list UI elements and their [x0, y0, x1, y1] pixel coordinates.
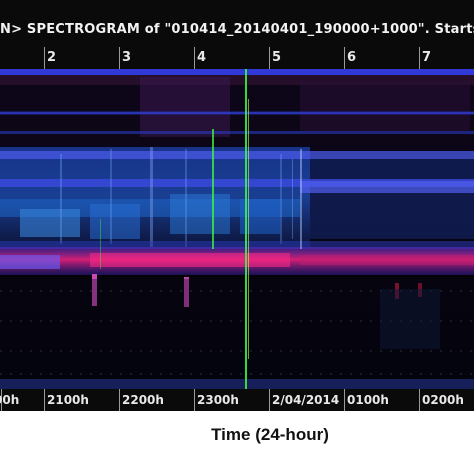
top-tick-line	[269, 47, 270, 69]
bottom-tick-label: 2100h	[47, 393, 89, 407]
top-tick-line	[419, 47, 420, 69]
bottom-tick-label: 0100h	[347, 393, 389, 407]
window-header: N> SPECTROGRAM of "010414_20140401_19000…	[0, 0, 474, 47]
spectrogram-title: N> SPECTROGRAM of "010414_20140401_19000…	[0, 22, 474, 37]
top-tick-line	[194, 47, 195, 69]
bottom-tick-line	[119, 389, 120, 411]
green-event-line	[245, 69, 247, 389]
top-tick-line	[119, 47, 120, 69]
bottom-tick-line	[1, 389, 2, 411]
bottom-tick-label: 2200h	[122, 393, 164, 407]
bottom-tick-line	[419, 389, 420, 411]
top-tick-line	[44, 47, 45, 69]
spectrogram-canvas	[0, 69, 474, 389]
top-time-ruler: 2 3 4 5 6 7	[0, 47, 474, 69]
top-tick-label: 6	[347, 50, 357, 65]
spectrogram-image	[0, 69, 474, 389]
bottom-tick-label: 2/04/2014	[272, 393, 340, 407]
bottom-tick-line	[344, 389, 345, 411]
bottom-tick-line	[194, 389, 195, 411]
green-event-line	[212, 129, 214, 249]
bottom-tick-line	[44, 389, 45, 411]
bottom-tick-label: 00h	[0, 393, 20, 407]
bottom-tick-line	[269, 389, 270, 411]
top-tick-label: 2	[47, 50, 57, 65]
bottom-time-ruler: 00h 2100h 2200h 2300h 2/04/2014 0100h 02…	[0, 389, 474, 411]
bottom-tick-label: 2300h	[197, 393, 239, 407]
top-tick-label: 3	[122, 50, 132, 65]
top-tick-label: 7	[422, 50, 432, 65]
top-bright-band	[0, 69, 474, 75]
top-tick-label: 5	[272, 50, 282, 65]
bottom-tick-label: 0200h	[422, 393, 464, 407]
top-tick-line	[344, 47, 345, 69]
x-axis-label: Time (24-hour)	[211, 425, 329, 444]
top-tick-label: 4	[197, 50, 207, 65]
